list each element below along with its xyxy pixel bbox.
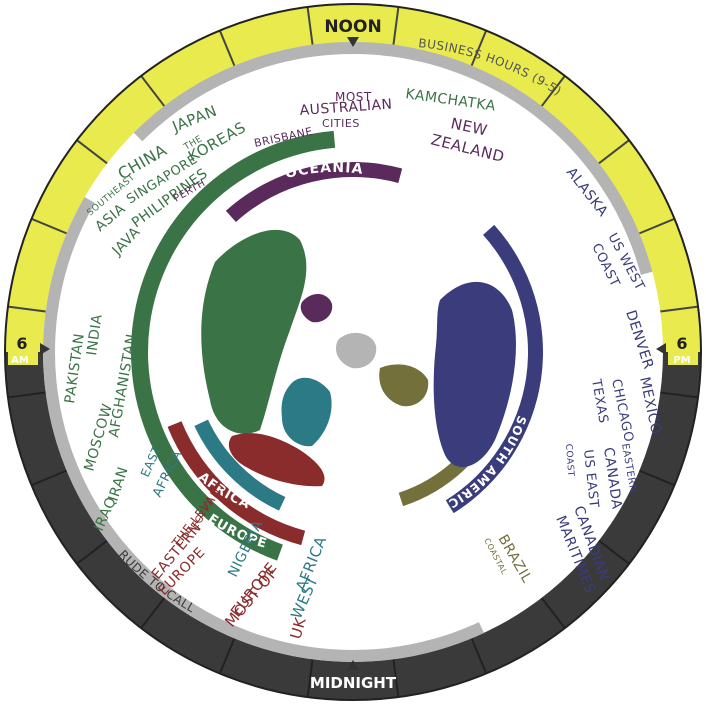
europe-landmass	[228, 433, 325, 487]
asia-landmass	[201, 229, 307, 434]
europe-band	[167, 421, 306, 546]
hour-tick	[639, 217, 675, 235]
hour-tick	[140, 75, 166, 107]
hour-tick	[7, 305, 46, 313]
africa-band	[194, 419, 286, 511]
hour-tick	[470, 30, 488, 66]
six-pm-number: 6	[676, 334, 687, 353]
place-labels: KAMCHATKA MOST AUSTRALIAN CITIES BRISBAN…	[62, 86, 664, 641]
daytime-rim	[5, 4, 701, 352]
hour-tick	[7, 391, 46, 399]
six-am-arrow-icon	[40, 343, 50, 355]
six-am-number: 6	[16, 334, 27, 353]
hour-tick	[306, 659, 314, 698]
place-cities: CITIES	[322, 117, 360, 130]
hour-tick	[306, 6, 314, 45]
outer-rim	[5, 4, 701, 700]
hour-ticks	[7, 6, 699, 698]
antarctica-landmass	[335, 332, 377, 369]
place-australian: AUSTRALIAN	[299, 97, 393, 119]
place-canada: CANADA	[600, 446, 625, 510]
place-kamchatka: KAMCHATKA	[404, 86, 496, 115]
place-us-east: US EAST	[580, 449, 601, 509]
nighttime-rim	[5, 352, 701, 700]
north-america-landmass	[433, 281, 516, 467]
asia-band	[130, 130, 336, 561]
hour-tick	[218, 638, 236, 674]
noon-marker: NOON	[324, 17, 382, 47]
place-uk: UK	[287, 615, 310, 642]
six-am-marker: 6 AM	[8, 333, 50, 366]
hour-tick	[639, 469, 675, 487]
oceania-band	[225, 162, 403, 222]
place-chicago: CHICAGO	[608, 378, 636, 444]
pm-label: PM	[673, 355, 690, 366]
six-pm-arrow-icon	[656, 343, 666, 355]
business-hours-band	[133, 41, 653, 275]
hour-tick	[218, 30, 236, 66]
hour-tick	[598, 139, 630, 165]
australia-landmass	[300, 293, 333, 323]
hour-tick	[540, 597, 566, 629]
hour-tick	[76, 539, 108, 565]
six-pm-marker: 6 PM	[656, 333, 698, 366]
hour-tick	[76, 139, 108, 165]
world-map	[201, 229, 516, 487]
midnight-marker: MIDNIGHT	[310, 660, 397, 692]
hour-tick	[598, 539, 630, 565]
place-india: INDIA	[84, 313, 106, 356]
hour-tick	[31, 217, 67, 235]
hour-tick	[660, 305, 699, 313]
hour-tick	[660, 391, 699, 399]
continent-bands	[130, 130, 543, 561]
place-pakistan: PAKISTAN	[62, 332, 88, 404]
south-america-landmass	[379, 364, 429, 407]
noon-arrow-icon	[347, 37, 359, 47]
midnight-label: MIDNIGHT	[310, 674, 397, 692]
north-america-band	[445, 224, 543, 514]
hour-tick	[392, 6, 400, 45]
south-america-band	[398, 407, 504, 507]
hour-tick	[540, 75, 566, 107]
place-texas: TEXAS	[588, 377, 611, 425]
hour-tick	[140, 597, 166, 629]
hour-tick	[31, 469, 67, 487]
africa-landmass	[281, 377, 332, 447]
clock-outline	[4, 3, 702, 701]
place-most: MOST	[335, 90, 372, 104]
midnight-arrow-icon	[347, 660, 359, 670]
noon-label: NOON	[324, 17, 381, 37]
am-label: AM	[11, 355, 29, 366]
hour-tick	[470, 638, 488, 674]
place-denver: DENVER	[622, 308, 656, 371]
place-coast2: COAST	[563, 444, 575, 478]
hour-tick	[392, 659, 400, 698]
